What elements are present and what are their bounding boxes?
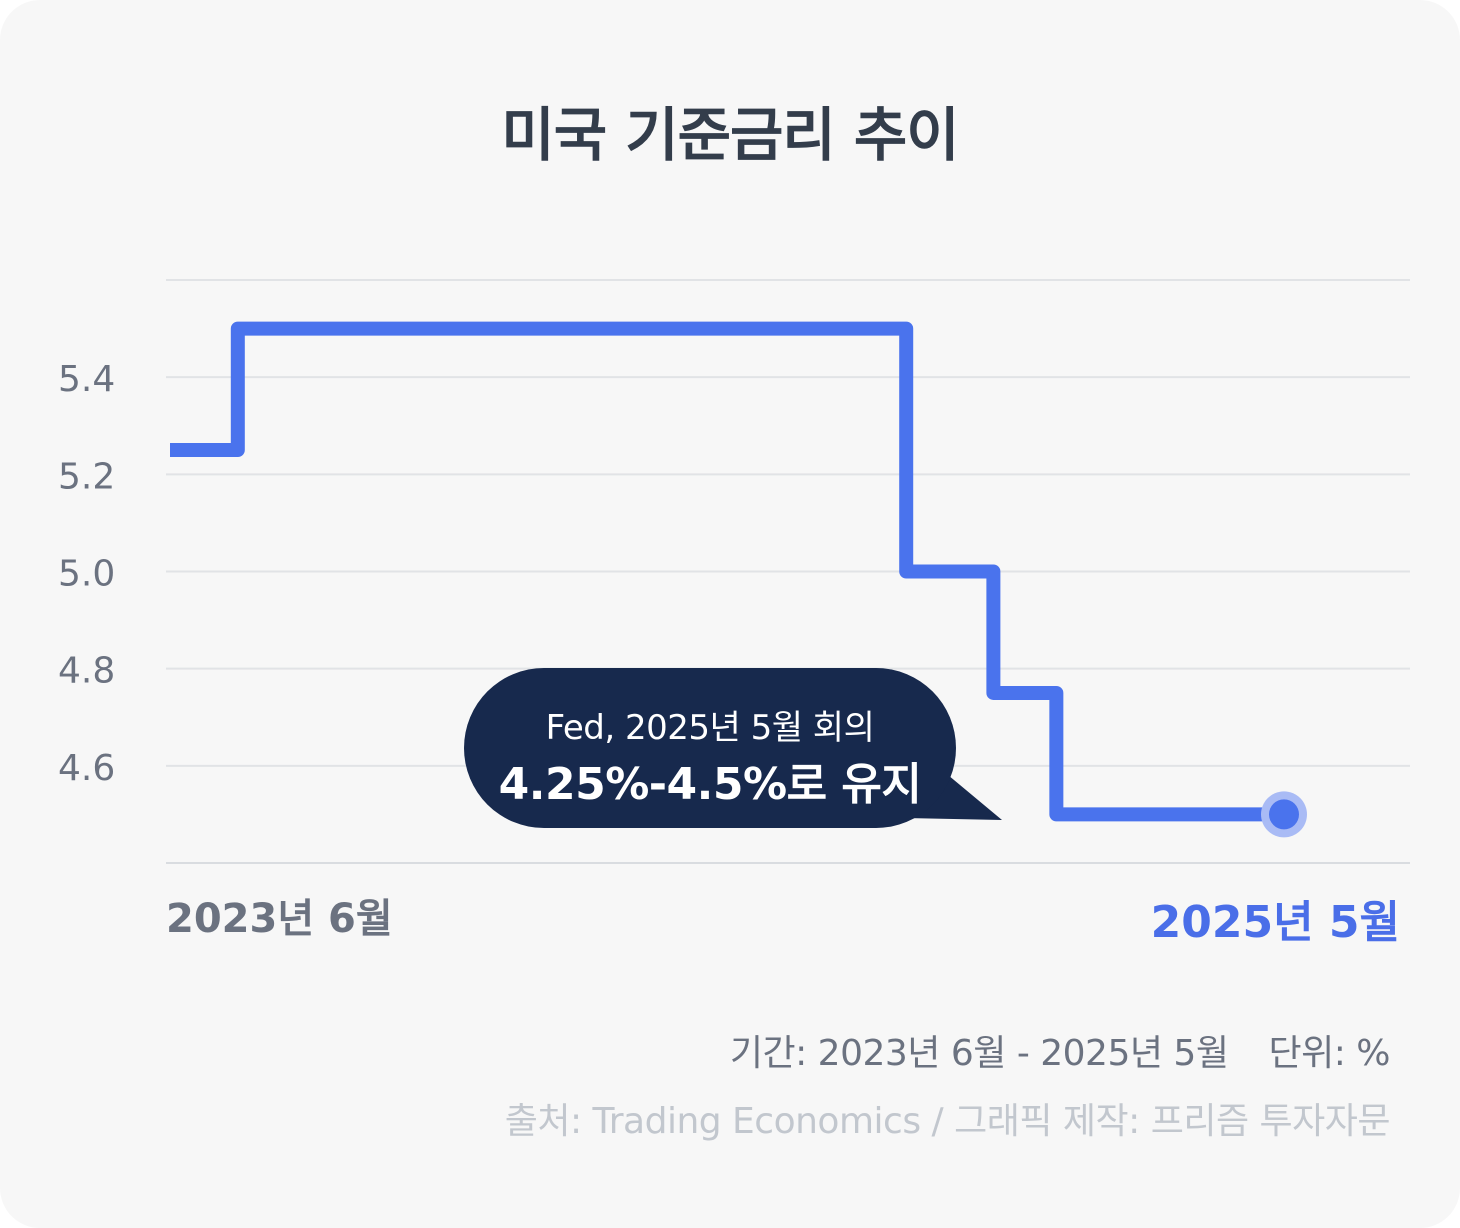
x-axis-end-label: 2025년 5월 — [1150, 897, 1400, 948]
callout-bubble: Fed, 2025년 5월 회의 4.25%-4.5%로 유지 — [464, 668, 956, 828]
footer-period: 기간: 2023년 6월 - 2025년 5월 단위: % — [729, 1024, 1391, 1076]
endpoint-dot — [1269, 799, 1299, 830]
rate-step-line — [170, 321, 1284, 822]
footer-source: 출처: Trading Economics / 그래픽 제작: 프리즘 투자자문 — [504, 1101, 1391, 1142]
y-tick-label: 4.8 — [58, 651, 115, 692]
y-tick-label: 5.4 — [58, 359, 115, 400]
y-tick-label: 4.6 — [58, 748, 115, 789]
y-tick-label: 5.2 — [58, 456, 115, 497]
x-axis-start-label: 2023년 6월 — [166, 896, 393, 942]
period-text: 기간: 2023년 6월 - 2025년 5월 — [729, 1033, 1229, 1074]
y-axis-ticks: 5.4 5.2 5.0 4.8 4.6 — [58, 359, 115, 789]
series-layer — [170, 321, 1307, 838]
chart-title: 미국 기준금리 추이 — [501, 101, 959, 169]
unit-text: 단위: % — [1268, 1033, 1390, 1074]
y-tick-label: 5.0 — [58, 554, 115, 595]
callout-rate-label: 4.25%-4.5%로 유지 — [498, 759, 922, 810]
callout-meeting-label: Fed, 2025년 5월 회의 — [545, 708, 875, 748]
